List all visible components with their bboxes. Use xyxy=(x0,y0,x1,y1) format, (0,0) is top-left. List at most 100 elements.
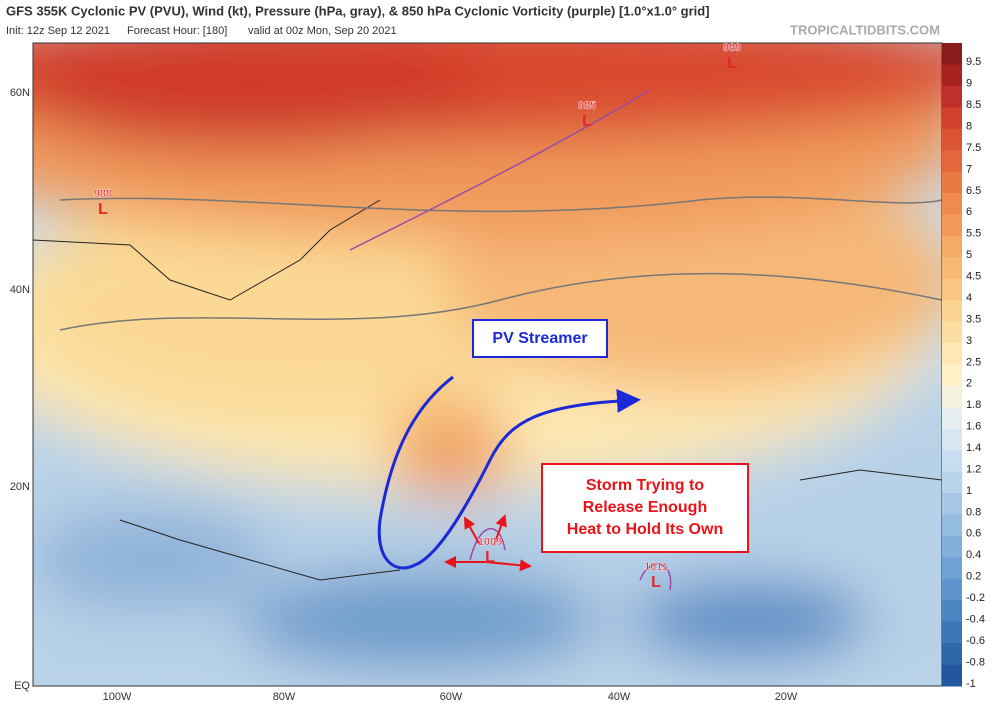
low-symbol: L xyxy=(651,574,661,591)
watermark: TROPICALTIDBITS.COM xyxy=(790,22,940,37)
arrow xyxy=(493,514,507,546)
low-pressure-value: 1011 xyxy=(644,561,668,573)
storm-arrows xyxy=(444,514,532,572)
colorbar-label: 2 xyxy=(966,378,972,390)
colorbar-swatch xyxy=(942,64,962,87)
colorbar-swatch xyxy=(942,300,962,323)
colorbar-label: 1.4 xyxy=(966,442,981,454)
lon-label: 100W xyxy=(103,691,132,703)
colorbar-label: 5 xyxy=(966,249,972,261)
lat-label: EQ xyxy=(14,680,30,692)
colorbar-swatch xyxy=(942,514,962,537)
low-pressure-value: 985 xyxy=(578,100,596,112)
colorbar-swatch xyxy=(942,321,962,344)
colorbar-label: -0.8 xyxy=(966,656,985,668)
colorbar-label: -0.4 xyxy=(966,613,985,625)
title: GFS 355K Cyclonic PV (PVU), Wind (kt), P… xyxy=(6,3,710,18)
colorbar-label: 0.6 xyxy=(966,528,981,540)
low-symbol: L xyxy=(485,549,495,566)
lat-label: 40N xyxy=(10,284,30,296)
low-pressure-value: 1009 xyxy=(478,536,502,548)
colorbar-label: 1.2 xyxy=(966,463,981,475)
lon-label: 80W xyxy=(273,691,296,703)
colorbar-swatch xyxy=(942,385,962,408)
arrow xyxy=(464,516,481,546)
colorbar-label: 0.8 xyxy=(966,506,981,518)
valid-time: valid at 00z Mon, Sep 20 2021 xyxy=(248,25,397,37)
forecast-hour: Forecast Hour: [180] xyxy=(127,25,227,37)
colorbar-swatch xyxy=(942,450,962,473)
colorbar-swatch xyxy=(942,600,962,623)
colorbar-swatch xyxy=(942,428,962,451)
colorbar-swatch xyxy=(942,257,962,280)
colorbar-label: 5.5 xyxy=(966,228,981,240)
low-pressure-value: 989 xyxy=(723,42,741,54)
colorbar-label: 0.2 xyxy=(966,571,981,583)
colorbar-label: 3 xyxy=(966,335,972,347)
colorbar-label: 8 xyxy=(966,120,972,132)
colorbar-label: 1.6 xyxy=(966,421,981,433)
lat-label: 20N xyxy=(10,481,30,493)
colorbar-swatch xyxy=(942,128,962,151)
pressure-contour xyxy=(59,196,942,331)
storm-text-line: Storm Trying to xyxy=(586,477,704,494)
colorbar-swatch xyxy=(942,578,962,601)
colorbar-swatch xyxy=(942,621,962,644)
colorbar-label: 3.5 xyxy=(966,313,981,325)
arrow xyxy=(485,559,532,572)
colorbar-swatch xyxy=(942,85,962,108)
colorbar-label: -1 xyxy=(966,678,976,690)
colorbar-label: 8.5 xyxy=(966,99,981,111)
colorbar-label: 6.5 xyxy=(966,185,981,197)
colorbar-label: 0.4 xyxy=(966,549,981,561)
colorbar-swatch xyxy=(942,664,962,687)
colorbar-swatch xyxy=(942,43,962,65)
lon-label: 60W xyxy=(440,691,463,703)
colorbar-label: 9 xyxy=(966,78,972,90)
colorbar-swatch xyxy=(942,193,962,215)
colorbar-swatch xyxy=(942,535,962,558)
storm-box xyxy=(541,463,749,553)
lat-label: 60N xyxy=(10,87,30,99)
colorbar-swatch xyxy=(942,471,962,494)
colorbar-label: 6 xyxy=(966,206,972,218)
colorbar-swatch xyxy=(942,214,962,237)
init-time: Init: 12z Sep 12 2021 xyxy=(6,25,110,37)
colorbar-label: 2.5 xyxy=(966,356,981,368)
colorbar-swatch xyxy=(942,107,962,130)
colorbar-label: 4.5 xyxy=(966,271,981,283)
colorbar-label: -0.6 xyxy=(966,635,985,647)
coastline xyxy=(33,199,942,581)
low-symbol: L xyxy=(98,201,108,218)
storm-text-line: Heat to Hold Its Own xyxy=(567,521,723,538)
colorbar-swatch xyxy=(942,343,962,365)
lon-label: 40W xyxy=(608,691,631,703)
colorbar-label: 7.5 xyxy=(966,142,981,154)
colorbar-swatch xyxy=(942,278,962,301)
colorbar-swatch xyxy=(942,557,962,580)
low-pressure-value: 988 xyxy=(94,188,112,200)
colorbar-label: 4 xyxy=(966,292,972,304)
streamer-arrow xyxy=(377,375,641,570)
colorbar-swatch xyxy=(942,364,962,387)
vorticity-contour xyxy=(349,89,672,591)
pv-streamer-label: PV Streamer xyxy=(492,330,587,347)
pv-streamer-box xyxy=(472,319,608,358)
colorbar-swatch xyxy=(942,407,962,430)
colorbar: 9.5 9 8.5 8 7.5 7 6.5 6 5.5 5 4.5 4 3.5 3 2.5 2 1.8 1.6 1.… xyxy=(942,43,985,690)
colorbar-swatch xyxy=(942,150,962,173)
colorbar-swatch xyxy=(942,171,962,194)
colorbar-swatch xyxy=(942,643,962,666)
storm-annotation: Storm Trying to Release Enough Heat to Hol… xyxy=(567,477,723,538)
lon-label: 20W xyxy=(775,691,798,703)
colorbar-label: 1.8 xyxy=(966,399,981,411)
colorbar-label: 9.5 xyxy=(966,56,981,68)
colorbar-label: -0.2 xyxy=(966,592,985,604)
colorbar-swatch xyxy=(942,235,962,258)
colorbar-label: 7 xyxy=(966,163,972,175)
low-symbol: L xyxy=(582,113,592,130)
storm-text-line: Release Enough xyxy=(583,499,707,516)
low-symbol: L xyxy=(727,55,737,72)
